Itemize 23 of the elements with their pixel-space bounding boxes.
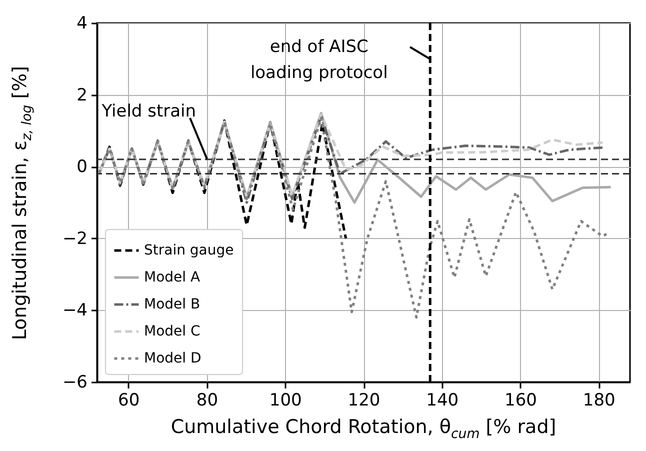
y-tick-label: 0 xyxy=(76,157,88,178)
legend-label: Model B xyxy=(144,296,200,312)
legend-label: Model C xyxy=(144,324,200,340)
y-tick-label: 4 xyxy=(76,14,88,34)
annotation: end of AISC loading protocol xyxy=(250,36,388,83)
x-tick-label: 80 xyxy=(196,390,218,410)
y-tick-label: −4 xyxy=(62,300,88,321)
line-series xyxy=(98,116,610,319)
x-axis-title: Cumulative Chord Rotation, θ$_{cum}$ [% rad] xyxy=(170,416,556,442)
y-tick-label: −2 xyxy=(62,228,88,249)
x-tick-label: 60 xyxy=(118,390,140,410)
legend-label: Model D xyxy=(144,350,202,366)
annotation: Yield strain xyxy=(100,101,196,122)
x-tick-label: 180 xyxy=(582,390,616,410)
x-tick-label: 140 xyxy=(426,390,459,410)
line-series xyxy=(98,119,348,240)
legend-label: Model A xyxy=(144,270,200,286)
x-tick-label: 100 xyxy=(269,390,302,410)
x-tick-label: 120 xyxy=(348,390,380,410)
legend-label: Strain gauge xyxy=(144,242,234,258)
y-tick-label: 2 xyxy=(76,85,88,106)
x-tick-label: 160 xyxy=(504,390,537,410)
y-tick-label: −6 xyxy=(62,372,88,392)
